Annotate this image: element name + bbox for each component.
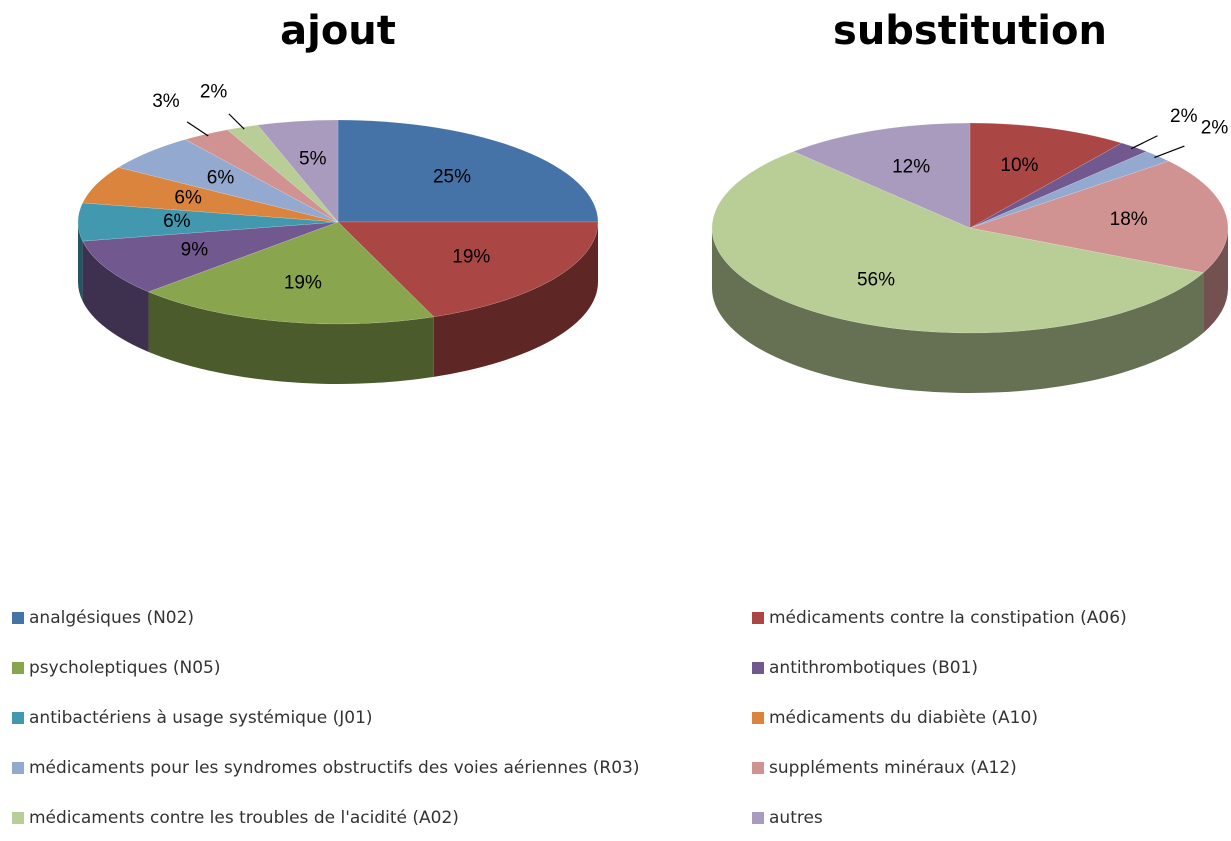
chart-title: substitution [833,8,1107,54]
legend-label: médicaments contre la constipation (A06) [769,608,1127,628]
pie-slice [82,167,339,223]
legend-label: médicaments pour les syndromes obstructi… [29,758,640,778]
pie-sides [78,222,598,384]
legend-swatch [12,662,24,674]
leader-line [186,121,209,137]
value-label: 19% [284,273,322,294]
labels: 10% 2%2% 18% 56% 12% [857,106,1228,291]
value-label: 2% [200,82,228,103]
pie-slice [77,202,339,242]
value-label: 9% [181,240,209,261]
leader-line [1130,135,1158,150]
legend-swatch [752,612,764,624]
legend-label: analgésiques (N02) [29,608,194,628]
legend-swatch [752,762,764,774]
legend-swatch [752,662,764,674]
pie-side [148,291,434,384]
pie-slice [711,151,1205,334]
legend-swatch [752,712,764,724]
legend-swatch [12,612,24,624]
value-label: 2% [1170,106,1198,127]
legend-label: autres [769,808,823,828]
pie-slice [82,221,339,293]
pie-side [433,222,598,377]
value-label: 2% [1201,118,1229,139]
pie-slice [337,119,599,223]
pie-slice [337,221,599,318]
pie-slice [257,119,339,223]
legend-label: psycholeptiques (N05) [29,658,221,678]
value-label: 25% [433,166,471,187]
value-label: 6% [207,168,235,189]
legend-swatch [12,812,24,824]
pie-slice [792,122,971,229]
legend-label: médicaments contre les troubles de l'aci… [29,808,459,828]
pie-slice [117,139,339,223]
value-label: 3% [152,91,180,112]
value-label: 19% [452,247,490,268]
labels: 25%19%19%9%6%6%6%3% 2%5% [152,82,490,294]
pie-tops [77,119,599,325]
pie-slice [147,221,435,325]
leader-line [1154,145,1185,159]
pie-side [712,228,1204,394]
legend-swatch [12,712,24,724]
value-label: 6% [163,211,191,232]
value-label: 18% [1110,209,1148,230]
legend-label: médicaments du diabiète (A10) [769,708,1038,728]
leader-line [228,113,245,130]
legend-swatch [12,762,24,774]
legend-label: suppléments minéraux (A12) [769,758,1017,778]
pie-side [78,222,83,302]
value-label: 5% [299,149,327,170]
chart-title: ajout [280,8,396,54]
pie-sides [712,228,1228,394]
pie-side [82,241,149,352]
legend-label: antithrombotiques (B01) [769,658,978,678]
pie-slice [969,122,1123,229]
legend-swatch [752,812,764,824]
value-label: 10% [1000,155,1038,176]
value-label: 6% [174,188,202,209]
pie-tops [711,122,1229,334]
value-label: 56% [857,270,895,291]
legend-label: antibactériens à usage systémique (J01) [29,708,373,728]
value-label: 12% [892,156,930,177]
pie-slice [969,160,1229,273]
pie-side [1203,228,1228,333]
